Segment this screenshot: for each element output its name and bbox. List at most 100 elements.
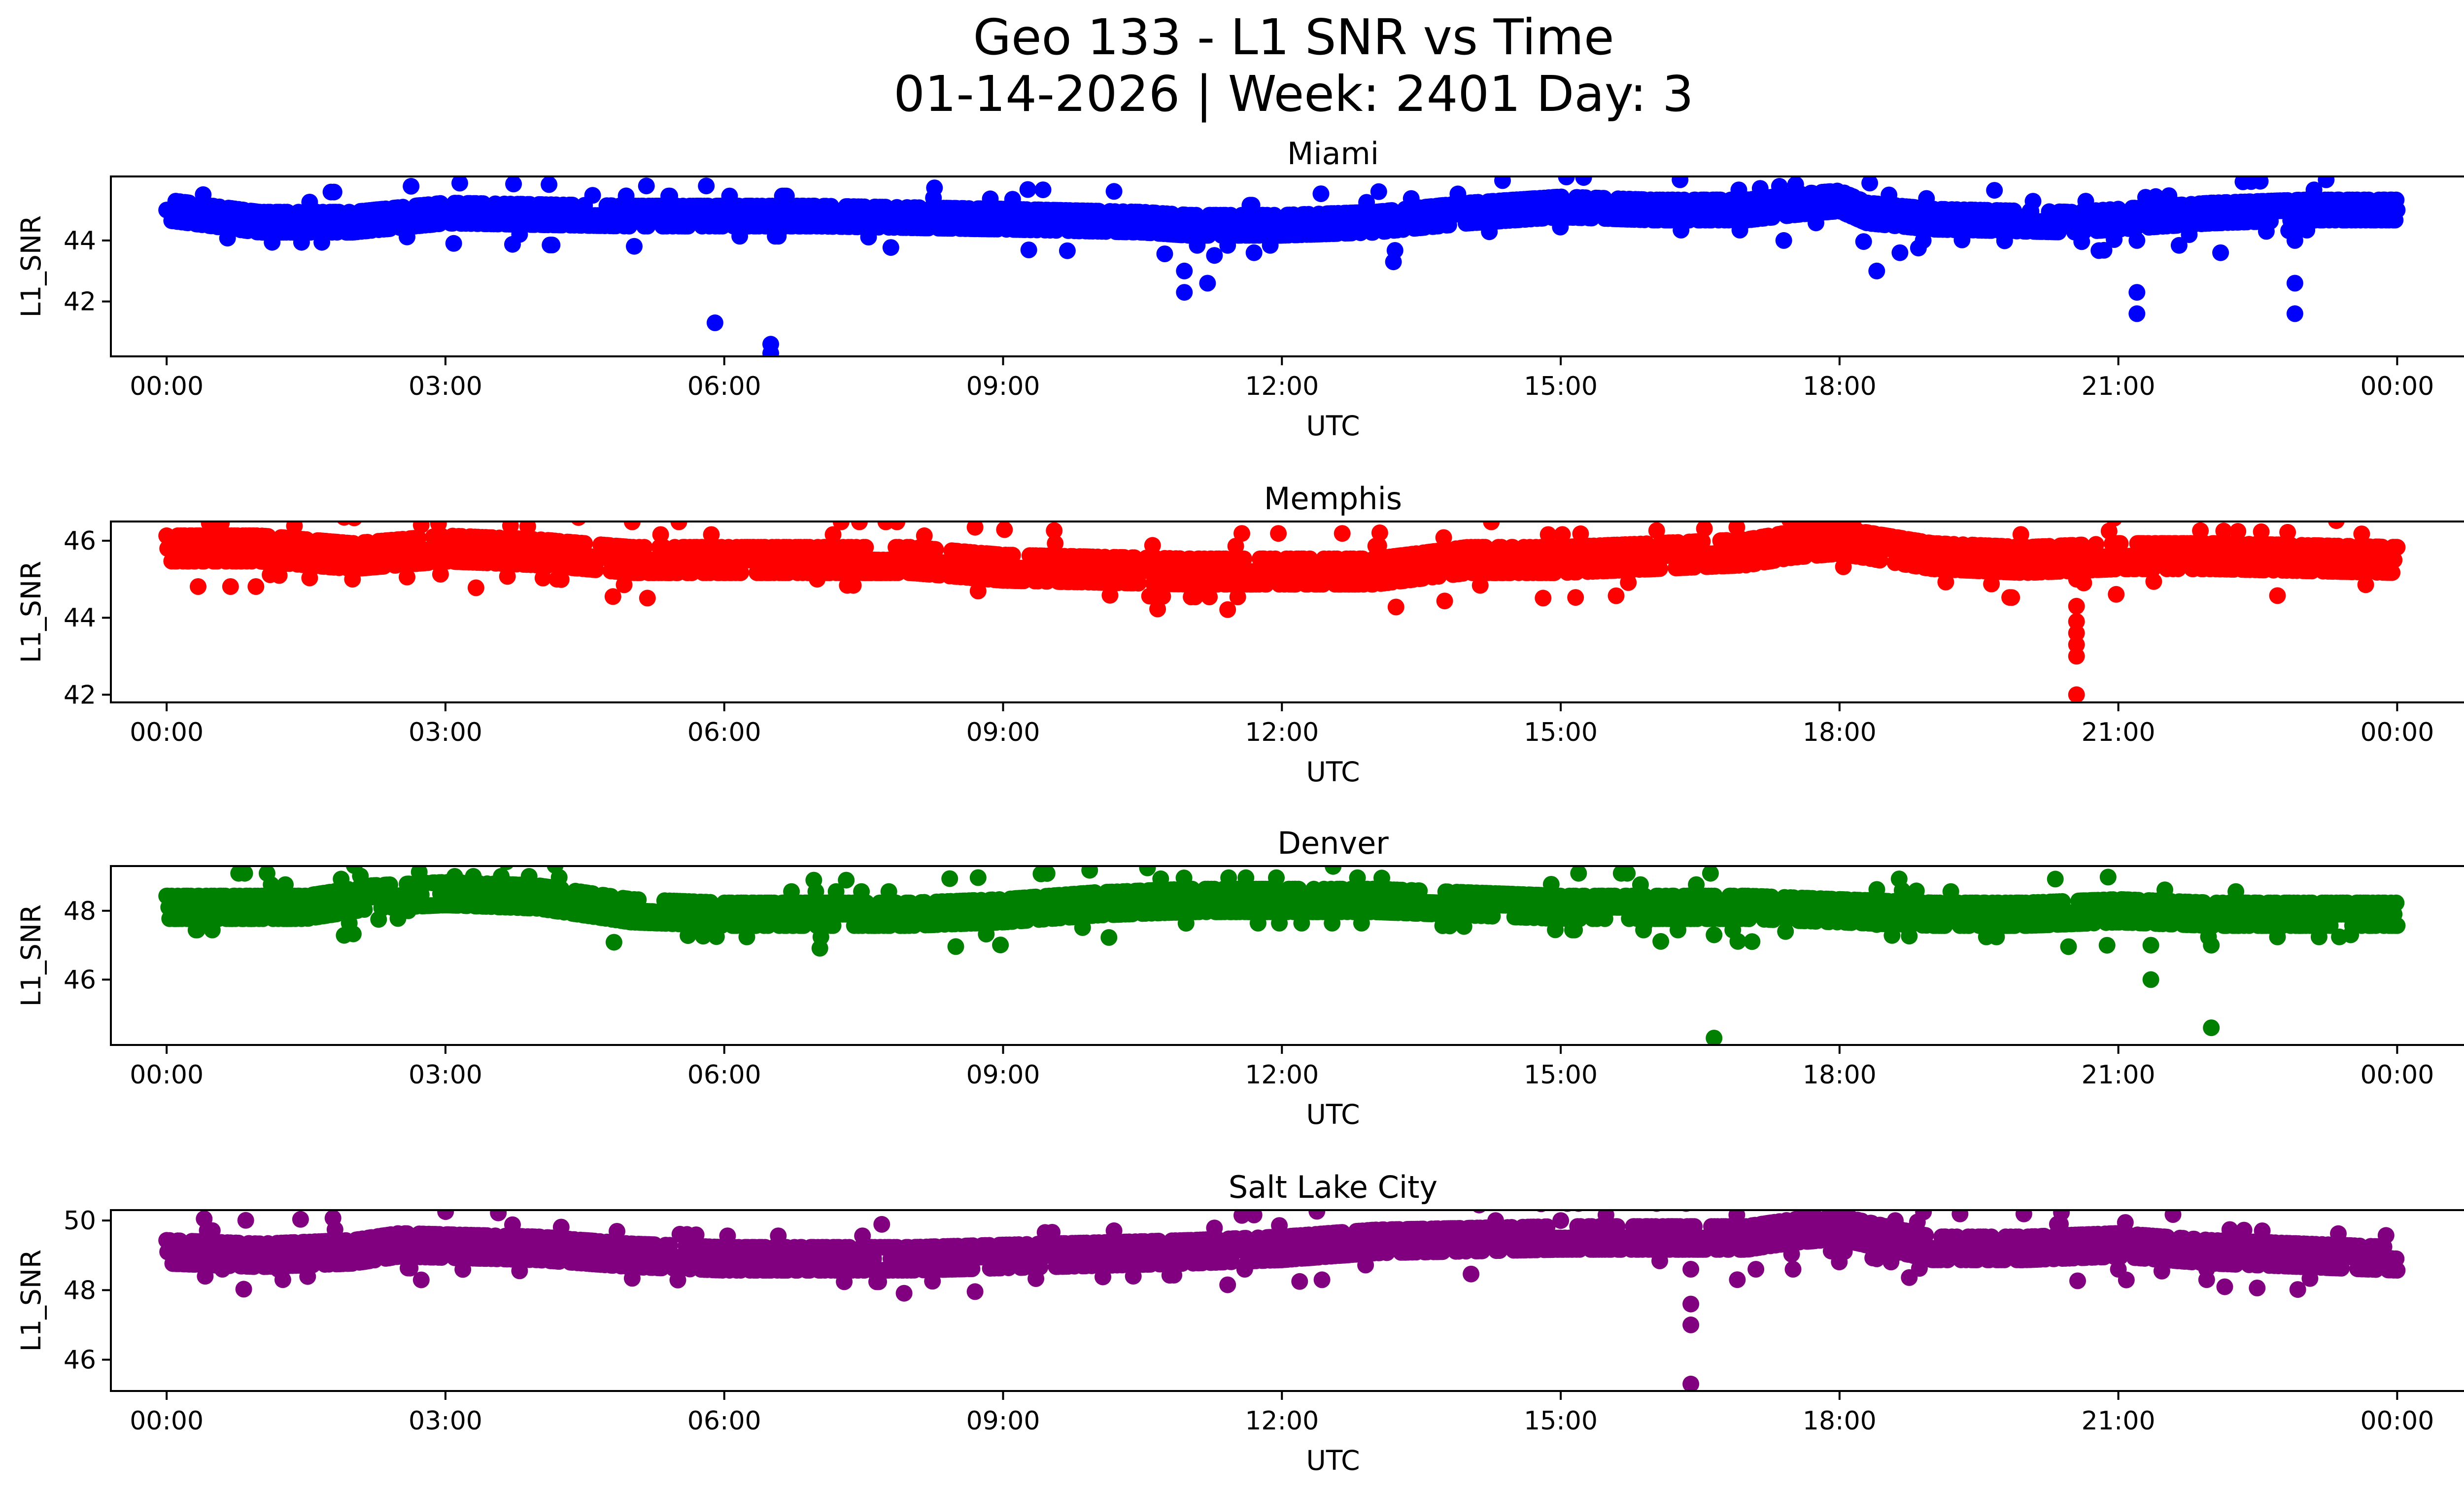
data-point <box>1019 181 1036 198</box>
data-point <box>403 177 420 195</box>
data-point <box>1608 587 1625 604</box>
data-point <box>236 866 253 882</box>
data-point <box>499 568 516 585</box>
data-point <box>1149 600 1166 618</box>
data-point <box>2003 589 2020 606</box>
data-point <box>584 187 601 204</box>
panel-frame-miami <box>110 175 2464 357</box>
x-tick-label: 03:00 <box>409 372 482 401</box>
data-point <box>832 522 850 530</box>
data-point <box>325 183 342 201</box>
data-point <box>2108 586 2125 603</box>
data-point <box>451 176 468 192</box>
data-point <box>2384 564 2401 581</box>
data-point <box>1430 568 1447 585</box>
data-point <box>1567 589 1584 606</box>
data-point <box>1371 524 1388 541</box>
x-tick-label: 09:00 <box>966 718 1040 747</box>
y-axis-label-miami: L1_SNR <box>15 215 47 317</box>
panel-title-denver: Denver <box>1277 825 1389 861</box>
data-point <box>1219 601 1236 618</box>
data-point <box>824 526 842 543</box>
x-tick-label: 06:00 <box>687 372 761 401</box>
x-tick-label: 00:00 <box>130 718 204 747</box>
outlier-point <box>1176 284 1193 301</box>
data-point <box>926 179 943 197</box>
data-point <box>190 578 206 595</box>
data-point <box>467 579 484 596</box>
outlier-point <box>344 571 361 588</box>
data-point <box>1986 182 2003 199</box>
data-point <box>638 177 655 195</box>
data-point <box>1978 562 1995 580</box>
outlier-point <box>1915 232 1932 249</box>
outlier-point <box>2068 625 2085 642</box>
data-point <box>1483 522 1500 530</box>
data-point <box>2389 539 2406 556</box>
data-point <box>1314 576 1332 593</box>
data-point <box>1638 535 1655 553</box>
data-point <box>1651 560 1668 577</box>
y-tick-label: 44 <box>64 603 96 633</box>
data-point <box>652 526 669 543</box>
data-point <box>432 566 449 583</box>
data-point <box>399 568 415 586</box>
data-point <box>247 578 265 595</box>
data-point <box>1201 589 1218 605</box>
outlier-point <box>1891 244 1909 261</box>
data-point <box>1855 233 1872 250</box>
x-tick-label: 00:00 <box>2360 718 2434 747</box>
x-tick-label: 03:00 <box>409 718 482 747</box>
data-point <box>1034 181 1052 199</box>
data-point <box>623 522 641 530</box>
data-point <box>1235 550 1253 567</box>
data-point <box>969 583 987 599</box>
data-point <box>639 590 656 607</box>
scatter-points-denver <box>158 866 2406 1045</box>
data-point <box>410 529 427 547</box>
x-tick-label: 15:00 <box>1524 718 1598 747</box>
outlier-point <box>706 314 723 331</box>
data-point <box>1536 539 1553 556</box>
data-point <box>1494 176 1511 189</box>
data-point <box>260 528 276 545</box>
data-point <box>1126 549 1143 566</box>
data-point <box>2095 242 2113 259</box>
data-point <box>1233 525 1250 542</box>
data-point <box>1694 533 1711 550</box>
x-tick-label: 06:00 <box>687 718 761 747</box>
data-point <box>412 522 430 534</box>
data-point <box>2279 523 2296 541</box>
data-point <box>1046 522 1063 539</box>
data-point <box>916 527 933 544</box>
data-point <box>1796 548 1814 565</box>
x-tick-label: 21:00 <box>2082 718 2156 747</box>
data-point <box>222 578 239 595</box>
data-point <box>845 577 862 594</box>
data-point <box>1387 598 1404 616</box>
data-point <box>605 934 622 951</box>
data-point <box>2145 573 2162 590</box>
data-point <box>882 239 899 256</box>
data-point <box>1004 547 1021 564</box>
data-point <box>1554 526 1571 543</box>
data-point <box>2012 526 2029 543</box>
x-tick-label: 12:00 <box>1245 372 1319 401</box>
data-point <box>1156 245 1173 262</box>
outlier-point <box>2068 636 2085 653</box>
panel-title-miami: Miami <box>1287 136 1379 172</box>
x-tick-label: 00:00 <box>2360 372 2434 401</box>
data-point <box>2252 176 2269 190</box>
data-point <box>1477 539 1494 556</box>
outlier-point <box>1868 262 1885 279</box>
data-point <box>2024 193 2042 210</box>
data-point <box>1686 558 1703 576</box>
data-point <box>2318 176 2335 188</box>
data-point <box>1861 176 1879 192</box>
data-point <box>544 237 561 253</box>
data-point <box>1047 535 1064 552</box>
outlier-point <box>1775 232 1792 249</box>
data-point <box>698 177 715 195</box>
